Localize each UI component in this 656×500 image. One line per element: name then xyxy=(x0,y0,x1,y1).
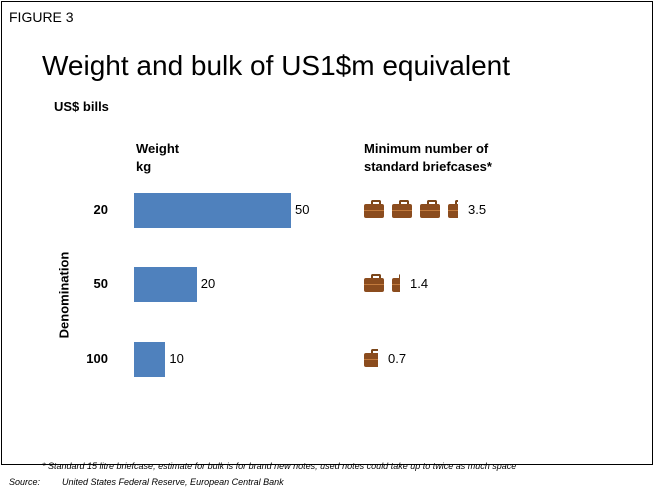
briefcase-value-label: 3.5 xyxy=(468,202,487,217)
source-label: Source: xyxy=(9,477,41,487)
briefcase-icon xyxy=(392,274,400,292)
weight-value-label: 20 xyxy=(200,276,216,291)
briefcase-icon xyxy=(420,200,440,218)
briefcase-icon xyxy=(392,200,412,218)
briefcase-column-header: Minimum number of standard briefcases* xyxy=(364,141,492,174)
chart-subtitle: US$ bills xyxy=(54,99,109,114)
briefcase-icon xyxy=(448,200,458,218)
figure-label: FIGURE 3 xyxy=(9,9,74,25)
category-label: 20 xyxy=(93,202,108,217)
weight-column-header: Weight kg xyxy=(136,141,180,174)
briefcase-value-label: 1.4 xyxy=(410,276,429,291)
chart-title: Weight and bulk of US1$m equivalent xyxy=(42,50,510,81)
weight-bar xyxy=(134,266,197,302)
weight-bar xyxy=(134,192,291,228)
category-label: 50 xyxy=(93,276,108,291)
briefcase-icon xyxy=(364,200,384,218)
weight-value-label: 10 xyxy=(169,351,184,366)
footnote: * Standard 15 litre briefcase; estimate … xyxy=(42,461,517,471)
briefcase-icon xyxy=(364,274,384,292)
figure-frame xyxy=(1,1,653,465)
source-text: United States Federal Reserve, European … xyxy=(62,477,284,487)
category-label: 100 xyxy=(86,351,108,366)
briefcase-icon xyxy=(364,349,378,367)
y-axis-label: Denomination xyxy=(56,251,72,339)
briefcase-value-label: 0.7 xyxy=(388,351,407,366)
weight-bar xyxy=(134,341,166,377)
weight-value-label: 50 xyxy=(295,202,310,217)
